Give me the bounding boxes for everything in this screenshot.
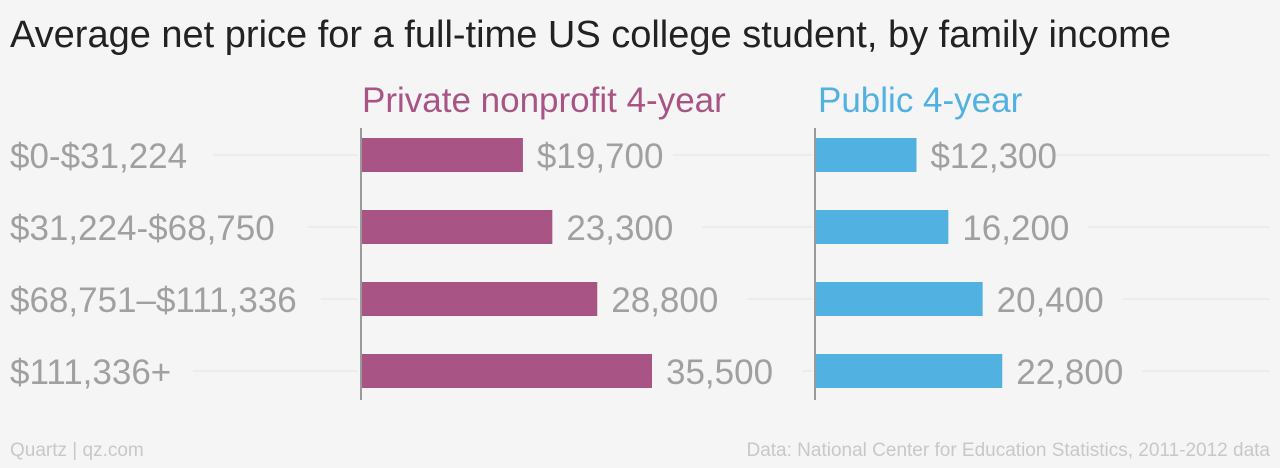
value-label: 20,400 [997,281,1104,320]
series-title: Private nonprofit 4-year [362,81,726,120]
bar [816,138,917,172]
footer-credit: Quartz | qz.com [10,440,144,461]
bar [362,210,553,244]
bar [362,354,652,388]
value-label: 35,500 [666,353,773,392]
chart-title: Average net price for a full-time US col… [10,14,1171,56]
category-label: $68,751–$111,336 [10,281,297,320]
value-label: $19,700 [537,137,664,176]
bar [816,354,1003,388]
value-label: 23,300 [566,209,673,248]
value-label: 22,800 [1016,353,1123,392]
bar [816,210,949,244]
bar [362,138,523,172]
category-label: $111,336+ [10,353,171,392]
category-label: $0-$31,224 [10,137,187,176]
value-label: $12,300 [930,137,1057,176]
category-label: $31,224-$68,750 [10,209,275,248]
series-title: Public 4-year [818,81,1023,120]
bar [816,282,983,316]
footer-source: Data: National Center for Education Stat… [746,440,1270,461]
bar [362,282,598,316]
value-label: 28,800 [611,281,718,320]
value-label: 16,200 [962,209,1069,248]
